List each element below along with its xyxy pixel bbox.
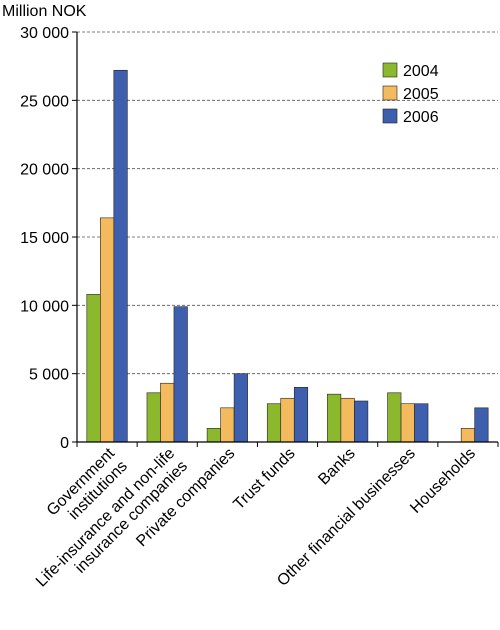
y-tick-label: 30 000 — [20, 25, 69, 42]
bar-2006 — [293, 387, 309, 443]
x-tick-label-line: Banks — [315, 445, 358, 488]
y-axis-ticks: 0 5 000 10 000 15 000 20 000 25 000 30 000 — [20, 25, 77, 452]
bar-2004 — [266, 403, 282, 443]
bar-2005 — [100, 217, 115, 443]
x-tick-label-line: Households — [407, 445, 479, 517]
bar-2005 — [220, 407, 235, 443]
legend: 2004 2005 2006 — [382, 62, 439, 126]
x-tick-label: Households — [407, 445, 479, 517]
legend-swatch-2004 — [382, 62, 398, 78]
x-tick-label: Trust funds — [230, 445, 298, 513]
bar-2005 — [280, 397, 295, 443]
bar-2005 — [340, 397, 355, 443]
y-tick-label: 25 000 — [20, 93, 69, 110]
bar-2004 — [387, 392, 402, 443]
axes — [76, 32, 499, 447]
x-tick-label-line: Trust funds — [230, 445, 298, 513]
y-tick-label: 15 000 — [20, 230, 69, 247]
legend-label-2006: 2006 — [403, 109, 439, 126]
bar-2004 — [206, 428, 221, 443]
bar-2004 — [146, 392, 161, 443]
y-unit-label: Million NOK — [2, 3, 87, 20]
legend-label-2004: 2004 — [403, 63, 439, 80]
bar-2006 — [474, 407, 489, 443]
y-tick-label: 5 000 — [29, 367, 69, 384]
y-tick-label: 10 000 — [20, 298, 69, 315]
bar-2004 — [327, 393, 342, 443]
bar-2004 — [86, 294, 101, 443]
bar-2006 — [173, 306, 188, 443]
y-tick-label: 20 000 — [20, 162, 69, 179]
y-tick-label: 0 — [60, 435, 69, 452]
legend-label-2005: 2005 — [403, 86, 439, 103]
bar-2005 — [160, 382, 175, 443]
bar-2006 — [414, 403, 429, 443]
bar-2006 — [354, 400, 369, 443]
x-tick-label: Banks — [315, 445, 358, 488]
bar-2005 — [460, 428, 475, 443]
gridlines — [77, 31, 498, 375]
legend-swatch-2005 — [382, 85, 398, 101]
bar-2006 — [113, 69, 128, 443]
bars — [86, 69, 489, 443]
legend-swatch-2006 — [382, 108, 398, 124]
bar-2006 — [233, 373, 248, 443]
bar-2005 — [400, 403, 415, 443]
